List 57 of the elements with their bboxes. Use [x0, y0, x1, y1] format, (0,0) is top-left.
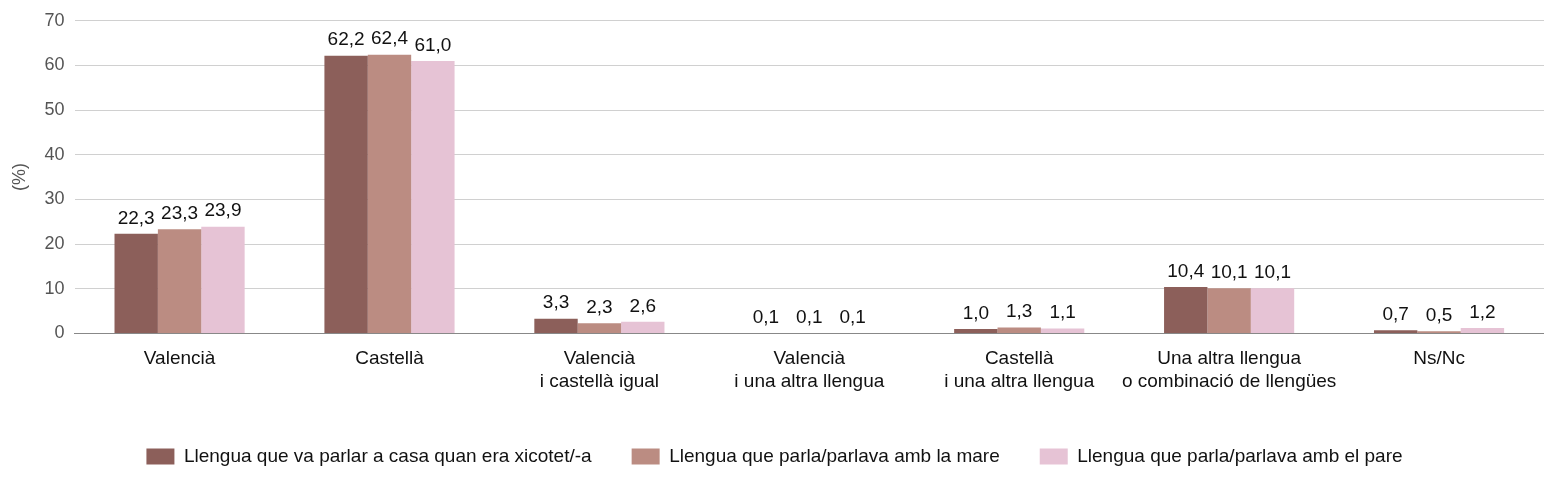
x-tick-label: Valencià i castellà igual [539, 347, 660, 391]
bar [534, 318, 578, 333]
data-label: 1,2 [1469, 300, 1496, 322]
y-tick-label: 0 [54, 322, 65, 343]
y-axis-title: (%) [8, 163, 29, 192]
bar [621, 321, 665, 333]
y-tick-label: 50 [44, 99, 65, 120]
data-label: 0,1 [796, 305, 823, 327]
y-tick-label: 30 [44, 188, 65, 209]
data-label: 62,2 [327, 28, 365, 50]
bar [201, 226, 245, 333]
x-tick-label: Castellà [355, 347, 425, 369]
x-tick-label: Castellà i una altra llengua [944, 347, 1095, 391]
bar [114, 233, 158, 333]
bar [1207, 288, 1251, 333]
y-tick-label: 10 [44, 277, 65, 298]
legend-label: Llengua que parla/parlava amb la mare [669, 444, 1000, 466]
bar [1250, 288, 1295, 333]
bar [367, 54, 412, 333]
y-tick-label: 60 [44, 54, 65, 75]
bar [1164, 286, 1208, 333]
data-label: 10,1 [1254, 261, 1292, 283]
data-label: 10,4 [1167, 259, 1205, 281]
data-label: 1,1 [1049, 301, 1076, 323]
bar [1373, 330, 1418, 333]
bar [577, 323, 622, 333]
x-tick-label: Valencià [143, 347, 216, 369]
bar [997, 327, 1041, 333]
data-label: 1,3 [1006, 300, 1033, 322]
y-tick-label: 40 [44, 143, 65, 164]
data-label: 3,3 [542, 291, 570, 313]
x-tick-label: Valencià i una altra llengua [734, 347, 885, 391]
bar [954, 328, 998, 333]
data-label: 0,5 [1425, 303, 1453, 325]
bar [324, 55, 368, 333]
bar [157, 229, 202, 333]
legend-label: Llengua que parla/parlava amb el pare [1077, 444, 1403, 466]
data-label: 2,3 [586, 295, 613, 317]
data-label: 2,6 [629, 294, 656, 316]
data-label: 22,3 [117, 206, 155, 228]
data-label: 62,4 [371, 27, 409, 49]
data-label: 0,1 [839, 305, 866, 327]
bar [1460, 328, 1505, 333]
data-label: 61,0 [414, 33, 452, 55]
data-label: 23,9 [204, 199, 242, 221]
data-label: 23,3 [161, 202, 199, 224]
y-tick-label: 20 [44, 233, 65, 254]
bar [1040, 328, 1085, 333]
data-label: 10,1 [1210, 261, 1248, 283]
y-tick-label: 70 [44, 9, 65, 30]
x-tick-label: Ns/Nc [1413, 347, 1465, 369]
bar [411, 60, 455, 333]
data-label: 0,7 [1382, 303, 1409, 325]
x-tick-label: Una altra llengua o combinació de llengües [1121, 347, 1337, 391]
legend-label: Llengua que va parlar a casa quan era xicotet/-a [183, 444, 593, 466]
data-label: 0,1 [752, 305, 780, 327]
data-label: 1,0 [962, 301, 990, 323]
